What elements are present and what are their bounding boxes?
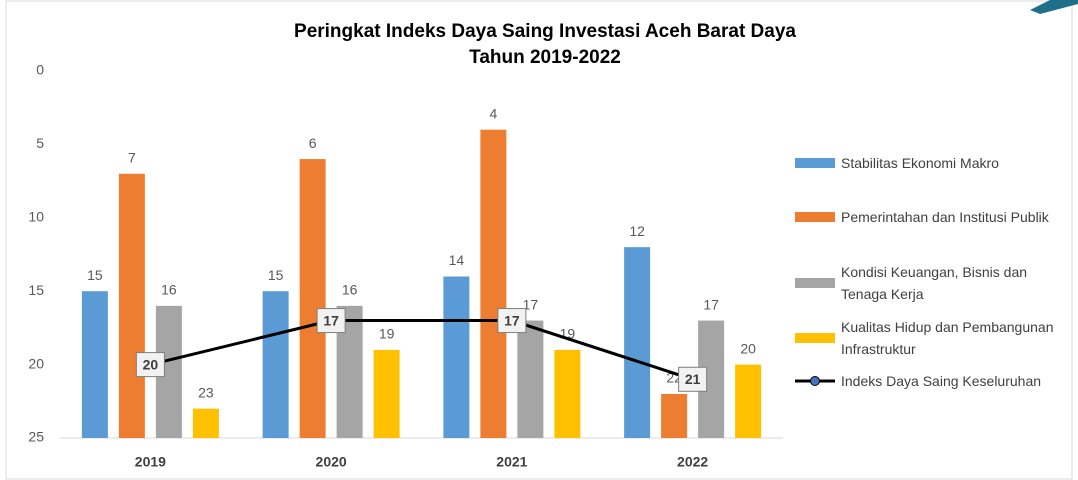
data-label: 14 [449,252,465,268]
data-label: 15 [268,267,284,283]
bar [443,276,470,438]
bar [661,393,688,438]
legend-swatch [795,333,835,343]
data-label: 17 [703,296,719,312]
line-data-label: 17 [323,312,339,328]
y-tick-label: 5 [36,135,44,151]
y-tick-label: 25 [28,429,44,445]
y-tick-label: 15 [28,282,44,298]
line-label-box [678,366,708,392]
legend-item: Kualitas Hidup dan Pembangunan Infrastru… [795,316,1065,360]
chart-border [5,0,1073,480]
bar [118,173,145,438]
bar [554,349,581,438]
legend-label: Kondisi Keuangan, Bisnis dan Tenaga Kerj… [841,264,1028,302]
y-tick-label: 10 [28,209,44,225]
legend-item: Indeks Daya Saing Keseluruhan [795,370,1065,392]
line-label-box [135,352,165,378]
line-data-label: 20 [143,356,159,372]
data-label: 23 [198,384,214,400]
data-label: 15 [87,267,103,283]
chart-title: Peringkat Indeks Daya Saing Investasi Ac… [294,21,796,42]
bar [480,129,507,438]
data-label: 19 [379,326,395,342]
line-data-label: 21 [685,371,701,387]
data-label: 20 [740,340,756,356]
line-label-box [497,308,527,334]
legend-label: Indeks Daya Saing Keseluruhan [841,373,1042,389]
legend-swatch [795,158,835,168]
chart-title: Tahun 2019-2022 [469,47,621,68]
data-label: 17 [523,296,539,312]
data-label: 16 [161,282,177,298]
y-tick-label: 20 [28,355,44,371]
corner-decoration [1030,0,1078,14]
legend-label: Stabilitas Ekonomi Makro [841,155,999,171]
bar [192,408,219,438]
legend-swatch [795,376,835,386]
legend-label: Pemerintahan dan Institusi Publik [841,209,1049,225]
legend-label: Kualitas Hidup dan Pembangunan Infrastru… [841,319,1054,357]
data-label: 4 [489,105,497,121]
legend-item: Kondisi Keuangan, Bisnis dan Tenaga Kerj… [795,261,1065,305]
line [150,319,694,381]
data-label: 12 [629,223,645,239]
data-label: 7 [128,149,136,165]
bar [81,291,108,438]
data-label: 16 [342,282,358,298]
bar [373,349,400,438]
legend-swatch [795,278,835,288]
bar [517,320,544,438]
data-label: 6 [309,135,317,151]
legend-item: Stabilitas Ekonomi Makro [795,152,1065,174]
x-tick-label: 2019 [135,454,166,470]
legend-swatch [795,212,835,222]
line-data-label: 17 [504,312,520,328]
y-tick-label: 0 [36,62,44,78]
line-label-box [316,308,346,334]
x-tick-label: 2021 [496,454,527,470]
x-tick-label: 2022 [677,454,708,470]
legend-item: Pemerintahan dan Institusi Publik [795,206,1065,228]
bar [624,247,651,438]
bar [735,364,762,438]
bar [262,291,289,438]
x-tick-label: 2020 [316,454,347,470]
bar [299,159,326,438]
